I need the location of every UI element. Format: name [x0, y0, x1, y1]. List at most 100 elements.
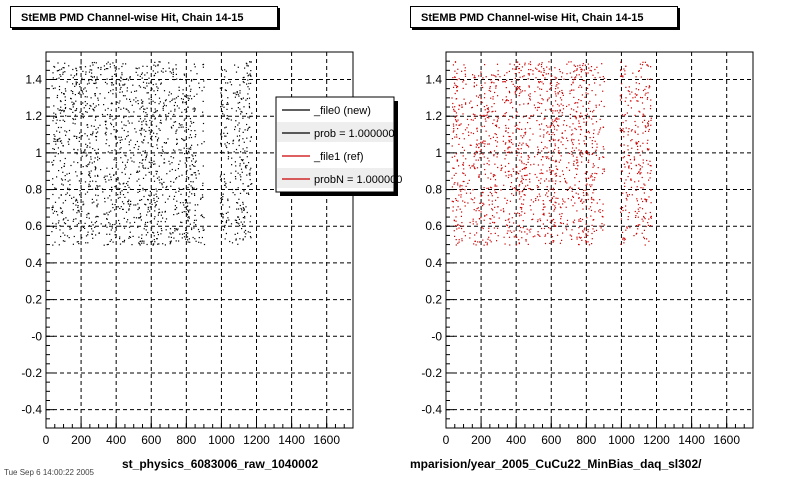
data-point	[518, 243, 520, 245]
data-point	[133, 204, 135, 206]
data-point	[178, 149, 180, 151]
data-point	[457, 206, 459, 208]
data-point	[456, 90, 458, 92]
x-tick-label: 1200	[643, 433, 670, 447]
data-point	[88, 183, 90, 185]
data-point	[539, 235, 541, 237]
data-point	[250, 70, 252, 72]
data-point	[543, 136, 545, 138]
data-point	[153, 235, 155, 237]
data-point	[119, 84, 121, 86]
data-point	[464, 129, 467, 131]
data-point	[188, 196, 190, 198]
data-point	[507, 176, 509, 179]
data-point	[110, 82, 113, 84]
data-point	[117, 179, 119, 181]
data-point	[642, 220, 644, 222]
data-point	[150, 160, 153, 162]
data-point	[139, 190, 141, 192]
data-point	[641, 102, 644, 104]
data-point	[232, 192, 234, 194]
data-point	[524, 194, 526, 196]
data-point	[237, 216, 240, 218]
data-point	[602, 203, 604, 205]
data-point	[642, 121, 644, 123]
data-point	[476, 151, 478, 153]
data-point	[138, 145, 140, 148]
data-point	[454, 110, 456, 112]
data-point	[83, 203, 85, 205]
data-point	[472, 220, 474, 222]
data-point	[169, 71, 171, 73]
data-point	[136, 140, 138, 143]
data-point	[158, 79, 160, 81]
data-point	[249, 73, 251, 75]
data-point	[530, 209, 532, 211]
data-point	[178, 123, 180, 125]
data-point	[54, 87, 56, 89]
data-point	[513, 194, 515, 196]
data-point	[126, 161, 128, 163]
data-point	[154, 117, 156, 119]
data-point	[625, 179, 627, 181]
data-point	[544, 235, 546, 237]
data-point	[584, 143, 586, 145]
data-point	[517, 212, 519, 214]
data-point	[153, 111, 155, 114]
data-point	[173, 104, 175, 107]
data-point	[57, 222, 60, 224]
data-point	[622, 76, 624, 78]
data-point	[166, 152, 168, 154]
data-point	[162, 186, 164, 188]
data-point	[203, 243, 206, 246]
data-point	[566, 189, 569, 191]
data-point	[488, 236, 490, 238]
data-point	[467, 202, 469, 204]
data-point	[518, 193, 521, 195]
data-point	[512, 187, 514, 189]
data-point	[545, 156, 547, 158]
data-point	[194, 165, 196, 167]
data-point	[135, 101, 137, 103]
data-point	[627, 131, 629, 133]
data-point	[203, 229, 205, 231]
data-point	[647, 97, 649, 99]
data-point	[187, 157, 189, 159]
data-point	[157, 234, 159, 236]
data-point	[187, 106, 189, 108]
data-point	[596, 173, 598, 175]
data-point	[649, 165, 651, 167]
date-stamp: Tue Sep 6 14:00:22 2005	[4, 468, 94, 477]
data-point	[537, 64, 539, 66]
data-point	[189, 223, 191, 225]
data-point	[566, 105, 568, 107]
data-point	[109, 223, 111, 225]
data-point	[164, 100, 167, 102]
data-point	[543, 68, 545, 70]
data-point	[635, 141, 637, 143]
data-point	[494, 185, 496, 187]
data-point	[453, 130, 455, 132]
data-point	[116, 206, 118, 208]
data-point	[135, 204, 137, 206]
x-tick-label: 0	[43, 433, 50, 447]
data-point	[646, 64, 649, 66]
data-point	[554, 139, 556, 141]
data-point	[556, 110, 558, 112]
data-point	[58, 138, 60, 140]
data-point	[73, 103, 75, 105]
data-point	[184, 130, 186, 132]
data-point	[143, 167, 145, 169]
data-point	[645, 201, 647, 203]
data-point	[150, 137, 152, 140]
data-point	[512, 117, 514, 119]
data-point	[248, 126, 250, 128]
data-point	[524, 231, 526, 233]
data-point	[119, 139, 121, 141]
data-point	[160, 122, 162, 124]
data-point	[488, 227, 490, 229]
data-point	[555, 95, 557, 97]
data-point	[560, 222, 562, 224]
data-point	[591, 202, 593, 204]
data-point	[584, 199, 587, 201]
